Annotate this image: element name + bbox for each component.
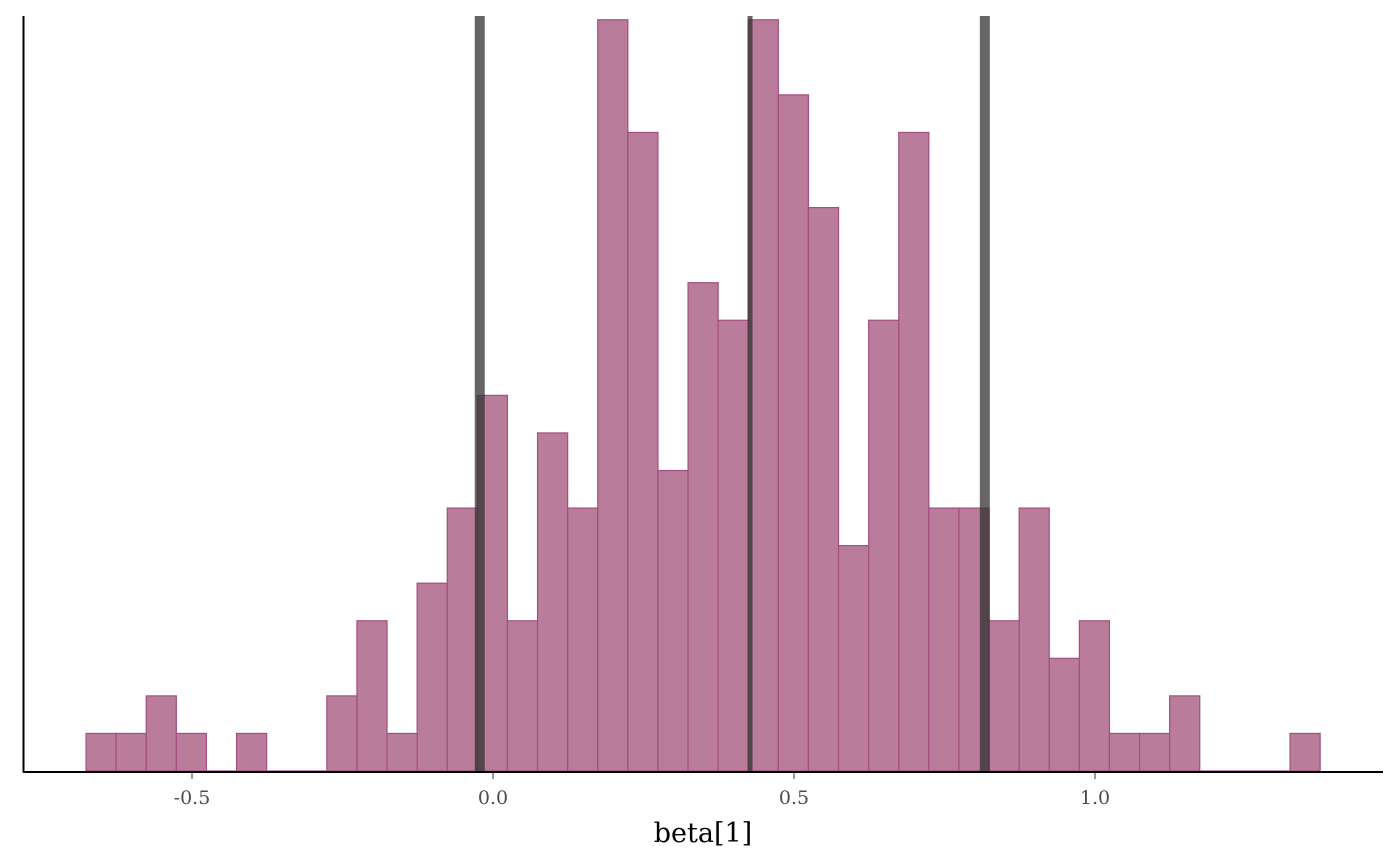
histogram-bar [717,319,749,772]
histogram-bar [567,507,599,772]
histogram-bar [386,732,418,772]
histogram-bar [657,469,689,772]
histogram-bar [416,582,448,772]
histogram-bars [85,19,1321,773]
histogram-bar [175,732,208,772]
histogram-bar [1108,732,1141,772]
histogram-bar [115,732,147,772]
histogram-bar [536,432,569,772]
histogram-bar [446,507,478,772]
histogram-bar [145,695,177,772]
histogram-bar [1018,507,1050,772]
x-tick-label: 0.5 [779,787,809,809]
histogram-bar [1138,732,1171,772]
x-tick-label: 1.0 [1080,787,1110,809]
histogram-bar [356,620,388,772]
histogram-bar [928,507,960,772]
histogram-bar [868,319,900,772]
x-axis-ticks: -0.5 0.0 0.5 1.0 [174,773,1110,809]
histogram-bar [687,282,719,772]
histogram-bar [837,545,870,772]
x-tick-label: 0.0 [478,787,508,809]
x-axis-title: beta[1] [654,818,752,849]
histogram-bar [777,94,810,772]
histogram-bar [807,206,840,772]
interval-lines [474,16,990,771]
histogram-bar [747,19,779,772]
histogram-bar [597,19,629,772]
histogram-bar [898,131,930,772]
histogram-bar [1048,657,1080,772]
histogram-bar [235,732,268,772]
histogram-bar [1078,620,1111,772]
histogram-bar [627,131,659,772]
histogram-bar [326,695,358,772]
histogram-bar [85,732,117,772]
histogram-bar [988,620,1020,772]
histogram-bar [506,620,539,772]
histogram-bar [1289,732,1321,772]
x-tick-label: -0.5 [174,787,211,809]
histogram-bar [1169,695,1201,772]
